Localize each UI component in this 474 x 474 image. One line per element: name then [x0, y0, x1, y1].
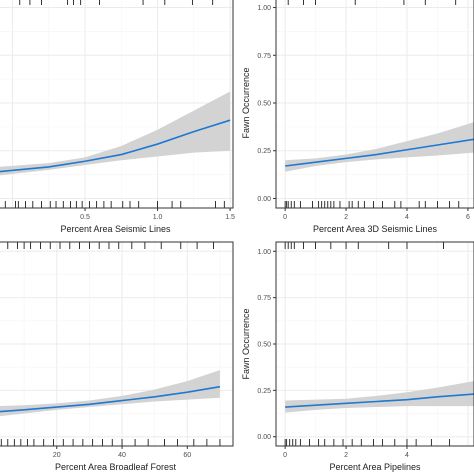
panel-background — [0, 0, 233, 208]
y-tick-label: 0.25 — [257, 388, 271, 395]
x-tick-label: 0.5 — [80, 214, 90, 221]
y-axis-title: Fawn Occurrence — [241, 67, 251, 138]
axis-ticks: 0 2 4 6 0.00 0.25 0.50 0.75 1.00 — [257, 5, 470, 221]
axis-ticks: 0.5 1.0 1.5 — [80, 208, 235, 221]
rug-marks — [284, 0, 460, 208]
x-tick-label: 4 — [405, 214, 409, 221]
panel-pipelines: 0 2 4 0.00 0.25 0.50 0.75 1.00 Percent Area Pip… — [241, 241, 474, 472]
y-axis-title: Fawn Occurrence — [241, 308, 251, 379]
series-line — [0, 119, 231, 173]
confidence-band — [0, 91, 231, 176]
x-tick-label: 60 — [183, 452, 191, 459]
panel-border — [0, 241, 234, 447]
grid — [276, 242, 474, 446]
x-tick-label: 4 — [405, 452, 409, 459]
x-axis-title: Percent Area Seismic Lines — [60, 224, 171, 234]
panel-border — [0, 0, 234, 209]
y-tick-label: 1.00 — [257, 5, 271, 12]
confidence-ribbon — [0, 369, 220, 417]
y-tick-label: 0.50 — [257, 101, 271, 108]
x-tick-label: 1.0 — [153, 214, 163, 221]
rug-marks — [284, 242, 451, 446]
series-line — [0, 385, 221, 413]
x-tick-label: 20 — [53, 452, 61, 459]
rug-marks — [0, 242, 221, 446]
y-tick-label: 0.00 — [257, 196, 271, 203]
x-axis-title: Percent Area Pipelines — [329, 462, 421, 472]
x-tick-label: 1.5 — [225, 214, 235, 221]
x-axis-title: Percent Area 3D Seismic Lines — [313, 224, 438, 234]
x-tick-label: 2 — [344, 214, 348, 221]
series-line — [285, 393, 474, 408]
fitted-line — [285, 138, 474, 167]
y-tick-label: 0.50 — [257, 342, 271, 349]
grid — [0, 242, 233, 446]
rug-marks — [4, 0, 225, 208]
fitted-line — [285, 393, 474, 408]
grid — [276, 0, 474, 208]
panel-seismic-lines: 0.5 1.0 1.5 Percent Area Seismic Lines — [0, 0, 235, 234]
y-tick-label: 0.25 — [257, 148, 271, 155]
fitted-line — [0, 385, 221, 413]
x-tick-label: 6 — [466, 214, 470, 221]
panel-3d-seismic-lines: 0 2 4 6 0.00 0.25 0.50 0.75 1.00 Percent Area 3D… — [241, 0, 474, 234]
x-tick-label: 0 — [283, 452, 287, 459]
y-tick-label: 1.00 — [257, 249, 271, 256]
y-tick-label: 0.75 — [257, 295, 271, 302]
fitted-line — [0, 119, 231, 173]
series-line — [285, 138, 474, 167]
x-axis-title: Percent Area Broadleaf Forest — [55, 462, 177, 472]
x-tick-label: 40 — [118, 452, 126, 459]
x-tick-label: 2 — [344, 452, 348, 459]
panel-background — [276, 0, 474, 208]
confidence-ribbon — [0, 91, 231, 176]
y-tick-label: 0.75 — [257, 53, 271, 60]
axis-ticks: 0 2 4 0.00 0.25 0.50 0.75 1.00 — [257, 249, 409, 459]
confidence-band — [0, 369, 220, 417]
panel-broadleaf-forest: 20 40 60 Percent Area Broadleaf Forest — [0, 241, 234, 472]
x-tick-label: 0 — [283, 214, 287, 221]
axis-ticks: 20 40 60 — [53, 446, 191, 459]
y-tick-label: 0.00 — [257, 434, 271, 441]
